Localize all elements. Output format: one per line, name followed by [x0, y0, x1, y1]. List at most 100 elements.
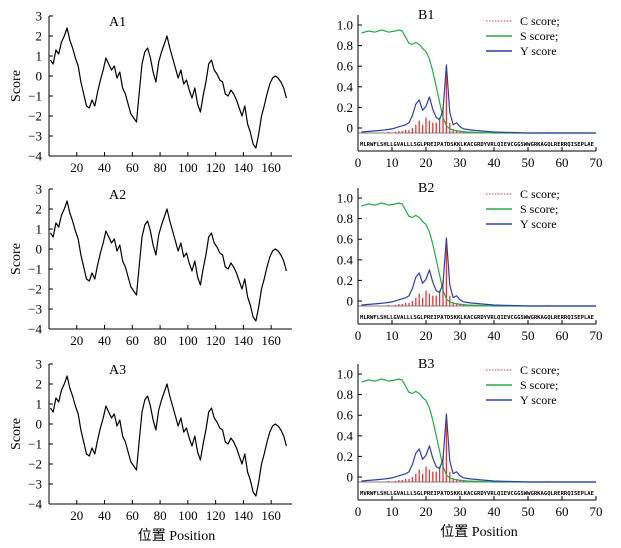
a3-x-tick-label: 80 — [154, 508, 167, 523]
b2-y-tick-label: 0.8 — [337, 211, 353, 226]
b2-y-tick-label: 0.4 — [337, 252, 354, 267]
a1-x-tick-label: 140 — [234, 160, 254, 175]
b3-s-score-line — [361, 378, 596, 483]
a3-x-tick-label: 140 — [234, 508, 254, 523]
a3-x-tick-label: 40 — [98, 508, 111, 523]
b3-sequence: MVRWFLSHLLGVALLLSGLPREIPATDSKKLKACGRDYVR… — [360, 491, 594, 497]
a1-x-tick-label: 40 — [98, 160, 111, 175]
b1-y-tick-label: 0.2 — [337, 100, 353, 115]
a2-y-tick-label: 1 — [36, 222, 43, 237]
a1-y-tick-label: −2 — [28, 109, 42, 124]
b1-panel-label: B1 — [418, 8, 434, 23]
a2-x-tick-label: 20 — [70, 333, 83, 348]
b3-x-tick-label: 50 — [522, 504, 535, 519]
b3-x-tick-label: 40 — [488, 504, 501, 519]
a1-x-tick-label: 20 — [70, 160, 83, 175]
b2-x-tick-label: 10 — [386, 328, 399, 343]
b2-y-score-line — [361, 237, 596, 307]
a3-x-tick-label: 120 — [206, 508, 226, 523]
a2-y-tick-label: 0 — [36, 242, 43, 257]
b2-legend-c-score-label: C score; — [520, 187, 560, 201]
b2-x-tick-label: 0 — [355, 328, 362, 343]
b1-x-tick-label: 60 — [556, 155, 569, 170]
a2-y-tick-label: −3 — [28, 302, 42, 317]
a3-y-tick-label: −2 — [28, 457, 42, 472]
a3-y-tick-label: 1 — [36, 397, 43, 412]
a3-x-tick-label: 100 — [178, 508, 198, 523]
b3-x-tick-label: 60 — [556, 504, 569, 519]
a2-x-tick-label: 40 — [98, 333, 111, 348]
b1-y-tick-label: 1.0 — [337, 18, 353, 33]
b3-y-tick-label: 0.4 — [337, 428, 354, 443]
a2-x-tick-label: 100 — [178, 333, 198, 348]
b2-x-tick-label: 40 — [488, 328, 501, 343]
a2-y-tick-label: 3 — [36, 182, 43, 197]
b2-panel-label: B2 — [418, 181, 434, 196]
a3-y-tick-label: 3 — [36, 357, 43, 372]
a3-x-axis-label: 位置 Position — [138, 528, 215, 544]
b2-y-tick-label: 0.6 — [337, 232, 354, 247]
a3-y-tick-label: −1 — [28, 437, 42, 452]
b3-y-tick-label: 1.0 — [337, 367, 353, 382]
b3-legend-s-score-label: S score; — [520, 378, 558, 392]
a2-x-tick-label: 80 — [154, 333, 167, 348]
b2-x-tick-label: 60 — [556, 328, 569, 343]
a1-hydrophobicity-line — [49, 27, 287, 149]
a1-y-tick-label: −3 — [28, 129, 42, 144]
b1-sequence: MLRWFLSHLLGVALLLSGLPREIPATDSKKLKACGRDYVR… — [360, 142, 594, 148]
a1-x-tick-label: 80 — [154, 160, 167, 175]
b3-x-tick-label: 30 — [454, 504, 467, 519]
b1-y-tick-label: 0.6 — [337, 59, 354, 74]
a1-x-tick-label: 160 — [261, 160, 281, 175]
b3-x-tick-label: 70 — [590, 504, 603, 519]
b1-y-tick-label: 0 — [347, 121, 354, 136]
b1-x-tick-label: 10 — [386, 155, 399, 170]
b3-x-tick-label: 10 — [386, 504, 399, 519]
b1-legend-y-score-label: Y score — [520, 44, 557, 58]
b3-legend-y-score-label: Y score — [520, 393, 557, 407]
b2-x-tick-label: 30 — [454, 328, 467, 343]
b2-legend-y-score-label: Y score — [520, 217, 557, 231]
a2-x-tick-label: 160 — [261, 333, 281, 348]
b3-y-tick-label: 0.2 — [337, 449, 353, 464]
b3-y-tick-label: 0.6 — [337, 408, 354, 423]
a2-x-tick-label: 120 — [206, 333, 226, 348]
a2-y-axis-label: Score — [9, 243, 24, 275]
a1-x-tick-label: 60 — [126, 160, 139, 175]
b1-x-tick-label: 0 — [355, 155, 362, 170]
a3-x-tick-label: 60 — [126, 508, 139, 523]
a2-y-tick-label: −1 — [28, 262, 42, 277]
a2-hydrophobicity-line — [49, 200, 287, 322]
a2-x-tick-label: 140 — [234, 333, 254, 348]
a3-hydrophobicity-line — [49, 375, 287, 497]
b3-x-axis-label: 位置 Position — [440, 524, 517, 540]
b2-sequence: MLRWFLSHLLGVALLLSGLPREIPATDSKKLKACGRDYVR… — [360, 315, 594, 321]
a1-y-tick-label: 1 — [36, 49, 43, 64]
b3-x-tick-label: 0 — [355, 504, 362, 519]
a2-y-tick-label: −2 — [28, 282, 42, 297]
b1-x-tick-label: 50 — [522, 155, 535, 170]
b2-s-score-line — [361, 202, 596, 307]
b1-x-tick-label: 40 — [488, 155, 501, 170]
a1-y-tick-label: −1 — [28, 89, 42, 104]
a3-x-tick-label: 160 — [261, 508, 281, 523]
b1-s-score-line — [361, 29, 596, 134]
b2-y-tick-label: 1.0 — [337, 191, 353, 206]
a2-panel-label: A2 — [109, 188, 126, 203]
a1-y-tick-label: −4 — [28, 149, 42, 164]
a1-x-tick-label: 100 — [178, 160, 198, 175]
b3-y-tick-label: 0 — [347, 470, 354, 485]
b1-y-tick-label: 0.8 — [337, 38, 353, 53]
b1-legend-c-score-label: C score; — [520, 14, 560, 28]
a3-panel-label: A3 — [109, 363, 126, 378]
a3-y-axis-label: Score — [9, 418, 24, 450]
a3-y-tick-label: 0 — [36, 417, 43, 432]
a3-y-tick-label: −4 — [28, 497, 42, 512]
a2-x-tick-label: 60 — [126, 333, 139, 348]
b3-x-tick-label: 20 — [420, 504, 433, 519]
b3-panel-label: B3 — [418, 357, 434, 372]
b2-x-tick-label: 70 — [590, 328, 603, 343]
b3-y-tick-label: 0.8 — [337, 387, 353, 402]
b1-x-tick-label: 70 — [590, 155, 603, 170]
